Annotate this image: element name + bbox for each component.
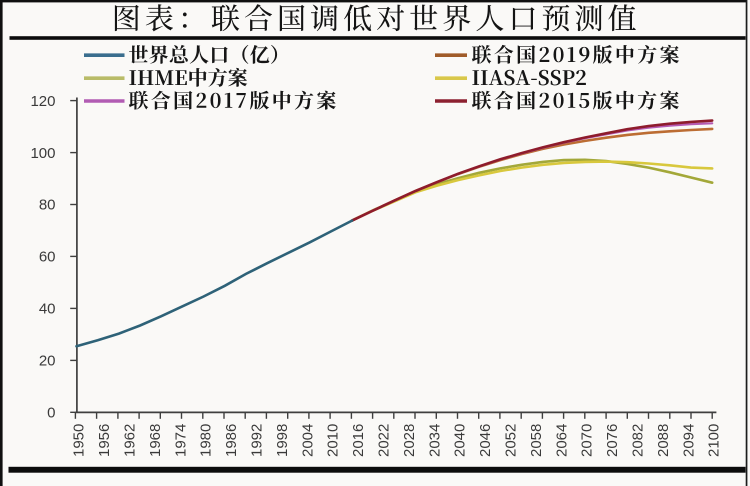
svg-text:2100: 2100 <box>706 424 723 457</box>
svg-text:40: 40 <box>39 301 56 318</box>
svg-text:20: 20 <box>39 353 56 370</box>
svg-text:1962: 1962 <box>122 424 139 457</box>
svg-text:60: 60 <box>39 249 56 266</box>
svg-text:2094: 2094 <box>680 424 697 457</box>
svg-text:80: 80 <box>39 197 56 214</box>
svg-text:100: 100 <box>30 145 55 162</box>
svg-text:2088: 2088 <box>655 424 672 457</box>
svg-text:120: 120 <box>30 93 55 110</box>
svg-text:2034: 2034 <box>426 424 443 457</box>
svg-text:2076: 2076 <box>604 424 621 457</box>
svg-text:2022: 2022 <box>376 424 393 457</box>
svg-text:2052: 2052 <box>503 424 520 457</box>
svg-text:2082: 2082 <box>630 424 647 457</box>
svg-text:1968: 1968 <box>147 424 164 457</box>
svg-text:2016: 2016 <box>350 424 367 457</box>
svg-text:2070: 2070 <box>579 424 596 457</box>
svg-text:1974: 1974 <box>172 424 189 457</box>
svg-text:1980: 1980 <box>198 424 215 457</box>
svg-text:1956: 1956 <box>96 424 113 457</box>
svg-text:2046: 2046 <box>477 424 494 457</box>
svg-text:2010: 2010 <box>325 424 342 457</box>
svg-text:1998: 1998 <box>274 424 291 457</box>
svg-text:0: 0 <box>47 405 55 422</box>
svg-text:2058: 2058 <box>528 424 545 457</box>
svg-text:1992: 1992 <box>249 424 266 457</box>
svg-text:1986: 1986 <box>223 424 240 457</box>
svg-text:2064: 2064 <box>553 424 570 457</box>
svg-text:2040: 2040 <box>452 424 469 457</box>
svg-text:2028: 2028 <box>401 424 418 457</box>
svg-text:2004: 2004 <box>299 424 316 457</box>
svg-text:1950: 1950 <box>71 424 88 457</box>
